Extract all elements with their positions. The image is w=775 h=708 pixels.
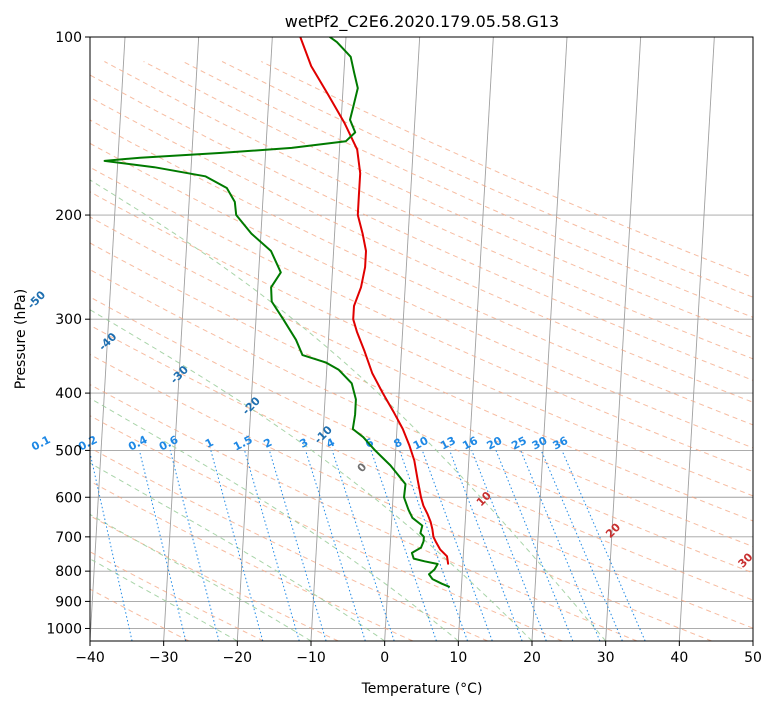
mixing-ratio-line	[561, 450, 646, 641]
mixing-ratio-line	[90, 450, 133, 641]
mixing-ratio-line	[399, 450, 468, 641]
y-tick-label: 1000	[46, 621, 82, 637]
x-axis: −40 −30 −20 −10 0 10 20 30 40 50	[75, 641, 762, 666]
isotherm-line	[384, 37, 421, 641]
moist-adiabat-line	[90, 397, 459, 641]
mixing-ratio-label: 30	[530, 434, 550, 453]
mixing-ratio-label: 36	[551, 434, 571, 453]
dry-adiabat-line	[221, 61, 753, 298]
mixing-ratio-line	[268, 450, 327, 641]
y-axis-label: Pressure (hPa)	[13, 289, 29, 389]
moist-adiabat-line	[90, 513, 312, 641]
x-tick-label: 10	[449, 650, 467, 666]
mixing-ratio-line	[305, 450, 366, 641]
mixing-ratio-line	[244, 450, 300, 641]
mixing-ratio-line	[169, 450, 220, 641]
y-tick-label: 700	[55, 530, 82, 546]
isotherm-line	[163, 37, 200, 641]
y-tick-label: 600	[55, 490, 82, 506]
x-tick-label: 0	[380, 650, 389, 666]
y-tick-label: 100	[55, 30, 82, 46]
x-tick-label: 40	[670, 650, 688, 666]
y-tick-label: 400	[55, 386, 82, 402]
mixing-ratio-line	[138, 450, 187, 641]
mixing-ratio-line	[540, 450, 623, 641]
dry-adiabat-line	[90, 296, 753, 601]
y-tick-label: 500	[55, 443, 82, 459]
dry-adiabat-line	[90, 216, 753, 522]
dry-adiabat-line	[90, 480, 414, 641]
mixing-ratio-label: 10	[411, 434, 431, 453]
x-tick-label: −30	[149, 650, 179, 666]
x-tick-label: 50	[744, 650, 762, 666]
dry-adiabat-line	[90, 74, 753, 381]
isotherm-line	[531, 37, 568, 641]
dry-adiabat-line	[90, 119, 753, 426]
background-lines	[90, 37, 753, 641]
y-axis: 100 200 300 400 500 600 700 800 900 1000	[46, 30, 90, 637]
mixing-ratio-label: 20	[485, 434, 505, 453]
isotherm-line	[678, 37, 715, 641]
dry-adiabat-line	[90, 384, 638, 641]
x-tick-label: −10	[296, 650, 326, 666]
dry-adiabat-line	[90, 269, 753, 574]
mixing-ratio-line	[210, 450, 264, 641]
x-tick-label: −20	[223, 650, 253, 666]
mixing-ratio-line	[331, 450, 395, 641]
isotherm-line	[310, 37, 347, 641]
dewpoint-line	[103, 37, 450, 588]
dry-adiabat-line	[90, 191, 753, 497]
y-tick-label: 200	[55, 208, 82, 224]
y-tick-label: 900	[55, 594, 82, 610]
plot-frame	[89, 36, 754, 642]
x-tick-label: 30	[597, 650, 615, 666]
mixing-ratio-label: 25	[509, 434, 529, 453]
dry-adiabat-line	[90, 353, 712, 641]
chart-title: wetPf2_C2E6.2020.179.05.58.G13	[285, 12, 559, 32]
moist-adiabat-line	[90, 462, 385, 641]
dry-adiabat-line	[143, 61, 753, 339]
x-axis-label: Temperature (°C)	[361, 681, 483, 697]
mixing-ratio-line	[370, 450, 437, 641]
temperature-line	[299, 37, 450, 565]
isotherm-line	[605, 37, 642, 641]
dry-adiabat-line	[90, 447, 488, 641]
isotherm-line	[90, 37, 126, 641]
mixing-ratio-label: 13	[438, 434, 458, 453]
y-tick-label: 800	[55, 564, 82, 580]
y-tick-label: 300	[55, 312, 82, 328]
dry-adiabat-line	[90, 166, 753, 473]
profile-series	[103, 37, 450, 588]
dry-adiabat-line	[90, 551, 264, 641]
isotherm-line	[457, 37, 494, 641]
moist-adiabat-line	[90, 179, 607, 641]
x-tick-label: −40	[75, 650, 105, 666]
mixing-ratio-label: 16	[460, 434, 480, 453]
isotherm-line	[236, 37, 273, 641]
mixing-ratio-line	[421, 450, 493, 641]
x-tick-label: 20	[523, 650, 541, 666]
